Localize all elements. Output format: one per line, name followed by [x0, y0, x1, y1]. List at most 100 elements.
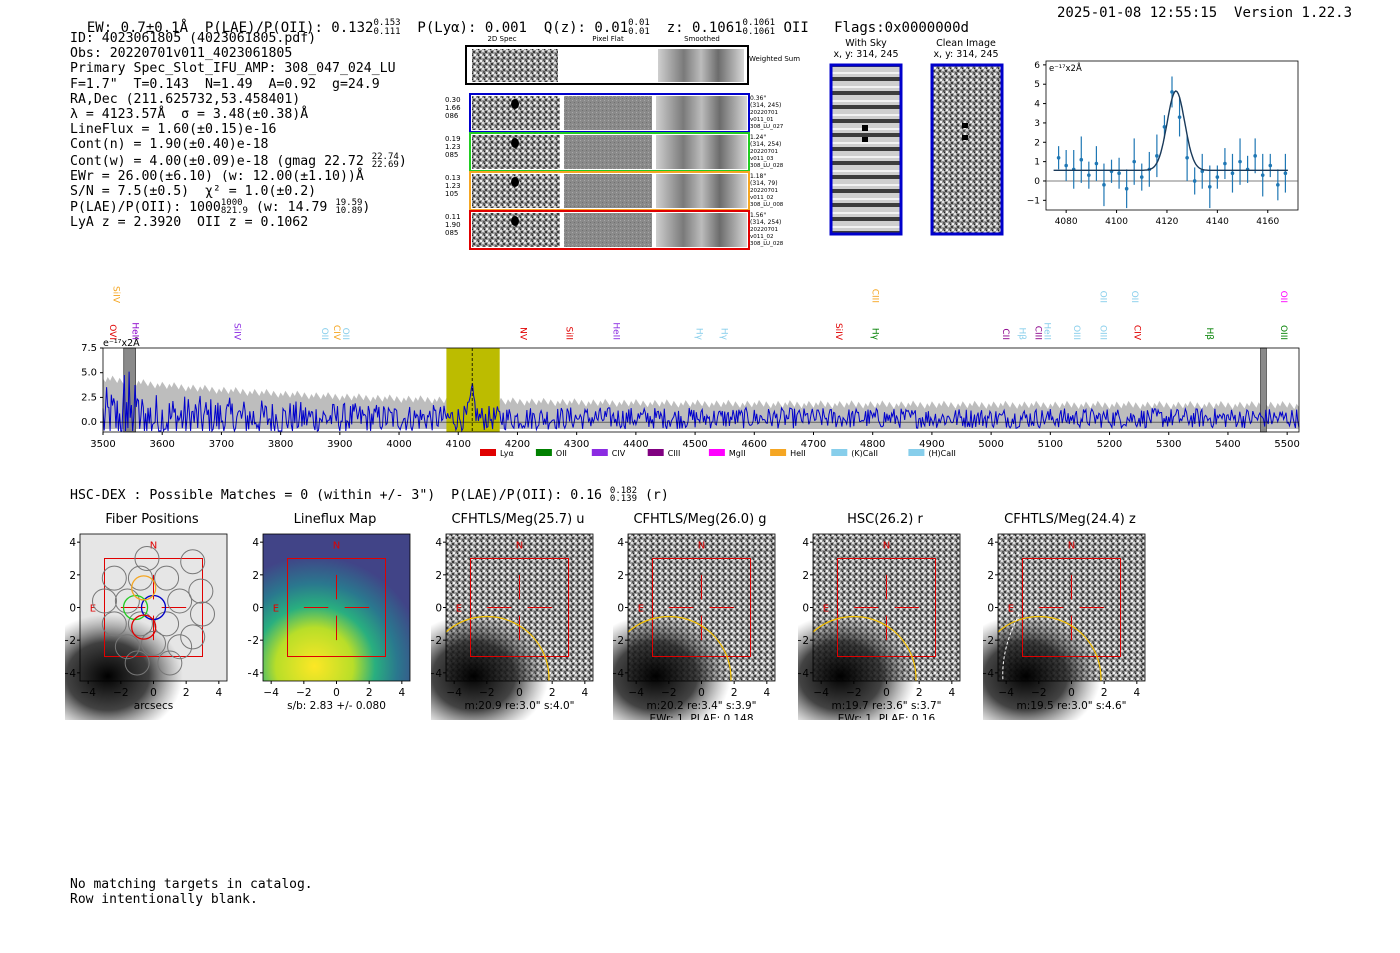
- x-tick-label: 4400: [623, 439, 648, 450]
- aperture-box: [104, 558, 203, 657]
- x-tick-label: 4300: [564, 439, 589, 450]
- line-label: OIII: [1098, 325, 1108, 340]
- panel-x-label: −2: [113, 687, 128, 699]
- fit-y-label: 3: [1034, 119, 1040, 129]
- cutout-source: [511, 177, 519, 187]
- info-plae-hi: 1000: [220, 198, 243, 209]
- fit-curve: [1053, 90, 1288, 171]
- panel-image: N E 4 2 0 −2 −4 −4 −2 0 2 4 arcsecs: [65, 533, 228, 720]
- clean-label: Clean Image: [936, 38, 996, 49]
- line-label: Hγ: [719, 328, 729, 341]
- panel-image: N E 4 2 0 −2 −4 −4 −2 0 2 4 m:19.5 re:3.0" s:4.6": [983, 533, 1146, 720]
- panel-title: CFHTLS/Meg(24.4) z: [1004, 512, 1136, 527]
- line-label: CII: [1000, 328, 1010, 340]
- aperture-box: [470, 558, 569, 657]
- fit-point: [1230, 171, 1235, 176]
- col-title-smoothed: Smoothed: [684, 35, 720, 43]
- plya-value: P(Lyα): 0.001: [417, 20, 527, 36]
- with-sky-xy: x, y: 314, 245: [833, 49, 899, 60]
- panel-x-label: −2: [661, 687, 676, 699]
- legend-label: HeII: [790, 449, 806, 458]
- fit-point: [1238, 159, 1242, 164]
- line-label: Hβ: [1017, 327, 1027, 340]
- galaxy-ellipse: [997, 615, 1102, 682]
- fit-point: [1276, 183, 1280, 187]
- x-tick-label: 3600: [149, 439, 174, 450]
- info-plae: P(LAE)/P(OII): 1000: [70, 200, 221, 216]
- y-tick-label: 7.5: [81, 343, 97, 354]
- panel-y-label: 0: [69, 603, 76, 615]
- x-tick-label: 4700: [801, 439, 826, 450]
- panel-caption: m:19.7 re:3.6" s:3.7": [832, 700, 942, 712]
- line-label: OVI: [107, 324, 117, 340]
- y-tick-label: 0.0: [81, 417, 97, 428]
- cutout-left-label: 0.19: [445, 135, 461, 143]
- panel-title: Fiber Positions: [105, 512, 199, 527]
- col-title-pixelflat: Pixel Flat: [592, 35, 624, 43]
- cutout-right-label: 20220701: [750, 188, 778, 194]
- fiber-circle: [127, 611, 153, 637]
- east-label: E: [273, 604, 279, 615]
- legend-swatch: [647, 449, 664, 456]
- spectrum-unit: e⁻¹⁷x2Å: [103, 337, 140, 349]
- panel-y-label: −2: [798, 635, 809, 647]
- clean-image: [930, 63, 1004, 236]
- fit-x-label: 4160: [1256, 217, 1279, 227]
- cutout-right-label: v011_02: [750, 195, 774, 201]
- fit-point: [1185, 155, 1189, 160]
- galaxy-blob: [65, 614, 183, 720]
- panel-x-label: 4: [1133, 687, 1140, 699]
- imaging-panel: CFHTLS/Meg(26.0) g N E 4 2 0 −2 −4 −4 −2 0 2 4 m:20.2…: [613, 512, 778, 720]
- x-tick-label: 4800: [860, 439, 885, 450]
- panel-y-label: −4: [983, 668, 994, 680]
- legend-swatch: [480, 449, 496, 456]
- panel-y-label: −2: [613, 635, 624, 647]
- cutout-right-label: 308_LU_008: [750, 202, 784, 208]
- x-tick-label: 5000: [978, 439, 1003, 450]
- panel-x-label: 0: [150, 687, 157, 699]
- qz-hi: 0.01: [628, 18, 650, 28]
- east-label: E: [1008, 604, 1014, 615]
- x-tick-label: 3500: [90, 439, 115, 450]
- line-label: OII: [1098, 291, 1108, 303]
- cutout-right-label: (314, 254): [750, 219, 781, 226]
- clean-title: Clean Image x, y: 314, 245: [926, 38, 1006, 60]
- hsc-hi: 0.182: [609, 486, 637, 496]
- fit-y-label: 6: [1034, 61, 1040, 71]
- fit-point: [1155, 154, 1159, 158]
- x-tick-label: 4500: [682, 439, 707, 450]
- fit-point: [1056, 155, 1061, 160]
- hsc-dex-line: HSC-DEX : Possible Matches = 0 (within +…: [70, 486, 669, 504]
- footer-line2: Row intentionally blank.: [70, 892, 258, 907]
- info-plae-row: P(LAE)/P(OII): 1000 1000 821.9 (w: 14.79 1…: [70, 198, 371, 217]
- line-label: OII: [319, 328, 329, 340]
- fit-point: [1253, 154, 1257, 158]
- fiber-circle: [157, 650, 183, 676]
- fit-y-label: 2: [1034, 138, 1040, 148]
- cutout-pixelflat: [564, 135, 652, 169]
- panel-x-label: 2: [731, 687, 738, 699]
- panel-x-label: −4: [263, 687, 279, 699]
- galaxy-ellipse-dashed: [1002, 613, 1020, 680]
- panel-y-label: −4: [248, 668, 259, 680]
- z-line: OII: [783, 20, 809, 36]
- qz-lo: 0.01: [628, 27, 650, 37]
- panel-caption: arcsecs: [134, 700, 173, 712]
- east-label: E: [456, 604, 462, 615]
- fit-point: [1170, 90, 1174, 94]
- panel-x-label: 0: [883, 687, 890, 699]
- fit-point: [1268, 163, 1273, 168]
- panel-x-label: −2: [479, 687, 494, 699]
- fit-frame: [1045, 60, 1299, 211]
- line-label: OIII: [1071, 325, 1081, 340]
- plae-header: P(LAE)/P(OII): 0.132: [204, 20, 374, 36]
- plae-header-lo: 0.111: [373, 27, 401, 37]
- panel-y-label: −2: [983, 635, 994, 647]
- panel-y-label: 0: [435, 603, 442, 615]
- imaging-panel: CFHTLS/Meg(24.4) z N E 4 2 0 −2 −4 −4 −2 0 2 4 m:19.5…: [983, 512, 1148, 720]
- fit-point: [1192, 179, 1197, 183]
- galaxy-blob: [798, 614, 916, 720]
- cutout-right-label: 1.18": [750, 173, 766, 180]
- panel-x-label: 0: [698, 687, 705, 699]
- line-label: SiIV: [111, 286, 121, 304]
